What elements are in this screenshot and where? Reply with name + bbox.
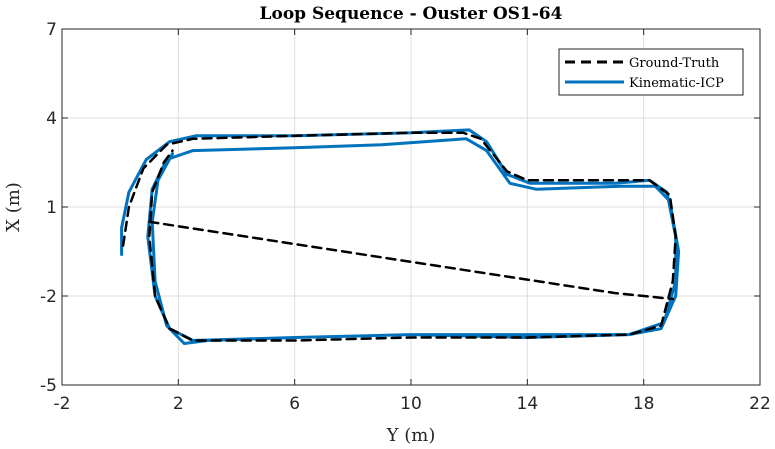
y-tick-label: 1 (46, 198, 57, 218)
y-tick-label: 4 (46, 109, 57, 129)
series-layer (120, 128, 681, 345)
x-tick-label: 18 (633, 394, 655, 414)
series-line-ground-truth-1 (121, 131, 677, 342)
legend: Ground-Truth Kinematic-ICP (558, 48, 744, 96)
x-tick-label: 14 (517, 394, 539, 414)
legend-label-ground-truth: Ground-Truth (629, 56, 720, 71)
y-tick-label: -5 (40, 376, 57, 396)
x-tick-label: 2 (173, 394, 184, 414)
legend-label-kinematic-icp: Kinematic-ICP (629, 76, 724, 91)
x-axis-label: Y (m) (386, 425, 436, 446)
x-tick-label: -2 (54, 394, 71, 414)
x-tick-label: 6 (289, 394, 300, 414)
x-tick-label: 22 (749, 394, 771, 414)
chart-title: Loop Sequence - Ouster OS1-64 (260, 4, 563, 24)
legend-box (558, 48, 744, 96)
series-line-ground-truth-0 (148, 220, 675, 301)
y-tick-label: 7 (46, 20, 57, 40)
y-tick-label: -2 (40, 287, 57, 307)
y-axis-label: X (m) (3, 182, 24, 232)
x-tick-label: 10 (400, 394, 422, 414)
